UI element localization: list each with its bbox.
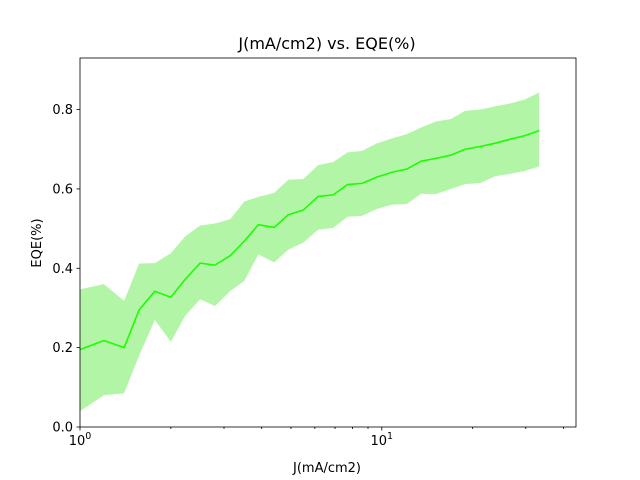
x-axis: 100 101 <box>69 427 564 449</box>
y-tick-label: 0.2 <box>52 341 73 356</box>
x-tick-label: 100 <box>69 431 92 449</box>
plot-frame <box>79 57 577 428</box>
x-tick-label: 101 <box>371 431 394 449</box>
y-tick-label: 0.4 <box>52 262 73 277</box>
mean-line <box>79 129 540 351</box>
y-tick-label: 0.8 <box>52 103 73 118</box>
y-axis-title: EQE(%) <box>30 218 45 267</box>
y-axis: 0.0 0.2 0.4 0.6 0.8 <box>52 103 80 436</box>
y-tick-label: 0.0 <box>52 421 73 436</box>
chart-title: J(mA/cm2) vs. EQE(%) <box>237 34 415 53</box>
x-axis-title: J(mA/cm2) <box>292 461 361 476</box>
plot-area <box>79 92 540 412</box>
y-tick-label: 0.6 <box>52 182 73 197</box>
confidence-band <box>80 92 540 412</box>
